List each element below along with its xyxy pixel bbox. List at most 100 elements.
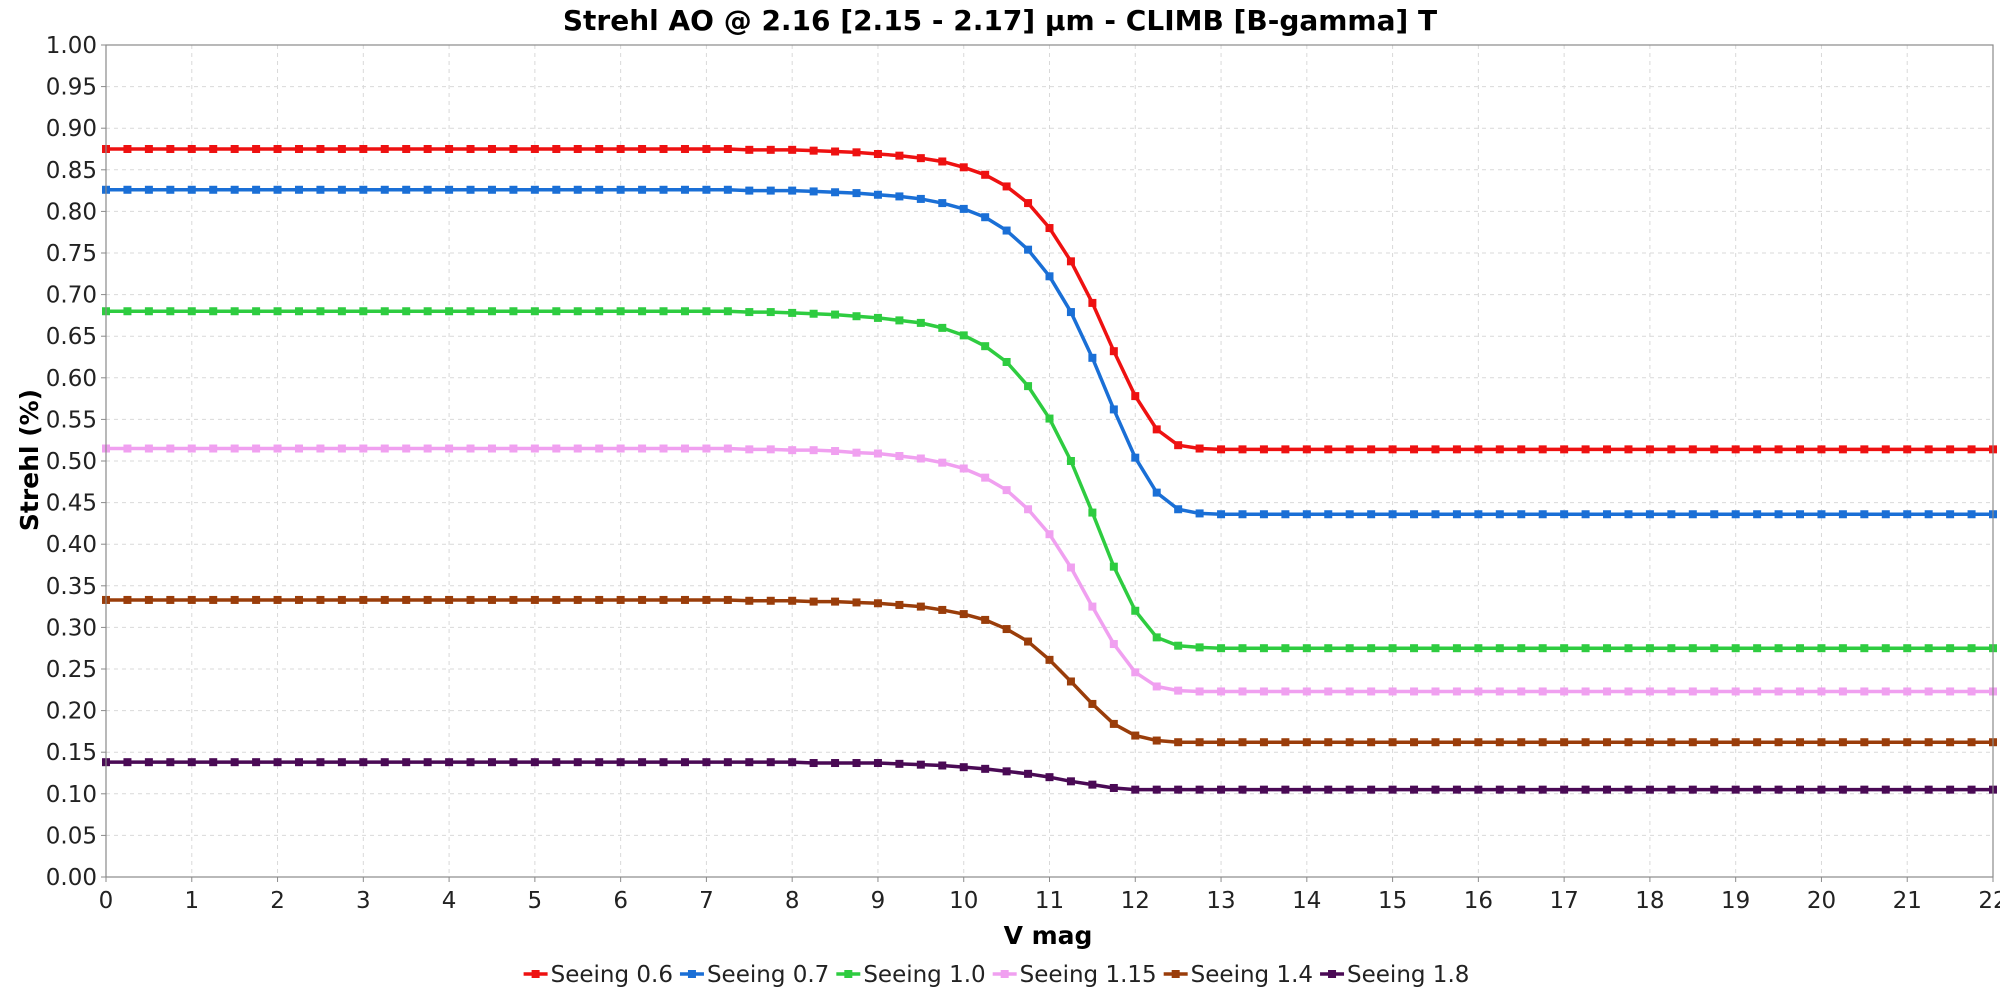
data-point xyxy=(316,758,325,767)
data-point xyxy=(1903,738,1912,747)
data-point xyxy=(1838,687,1847,696)
data-point xyxy=(1024,769,1033,778)
data-point xyxy=(852,598,861,607)
data-point xyxy=(1495,785,1504,794)
x-tick-label: 19 xyxy=(1721,888,1750,914)
data-point xyxy=(1452,738,1461,747)
data-point xyxy=(445,758,454,767)
data-point xyxy=(1302,510,1311,519)
data-point xyxy=(1538,445,1547,454)
data-point xyxy=(788,758,797,767)
data-point xyxy=(959,763,968,772)
legend-label: Seeing 1.15 xyxy=(1020,962,1157,988)
data-point xyxy=(702,145,711,153)
data-point xyxy=(1560,785,1569,794)
data-point xyxy=(294,307,303,316)
data-point xyxy=(809,759,818,768)
data-point xyxy=(1667,687,1676,696)
data-point xyxy=(1838,510,1847,519)
data-point xyxy=(487,185,496,194)
data-point xyxy=(1581,687,1590,696)
data-point xyxy=(144,307,153,316)
data-point xyxy=(1431,785,1440,794)
data-point xyxy=(1581,510,1590,519)
data-point xyxy=(1753,687,1762,696)
data-point xyxy=(1066,777,1075,786)
data-point xyxy=(530,185,539,194)
data-point xyxy=(337,185,346,194)
data-point xyxy=(1667,445,1676,454)
data-point xyxy=(766,596,775,605)
data-point xyxy=(466,444,475,453)
y-tick-label: 0.95 xyxy=(46,75,97,101)
data-point xyxy=(809,597,818,606)
data-point xyxy=(1045,414,1054,423)
data-point xyxy=(380,758,389,767)
data-point xyxy=(273,185,282,194)
data-point xyxy=(209,758,218,767)
data-point xyxy=(1002,226,1011,235)
data-point xyxy=(1088,780,1097,789)
data-point xyxy=(187,595,196,604)
data-point xyxy=(1281,785,1290,794)
data-point xyxy=(1410,738,1419,747)
x-tick-label: 10 xyxy=(949,888,978,914)
data-point xyxy=(423,307,432,316)
data-point xyxy=(252,758,261,767)
data-point xyxy=(1860,785,1869,794)
data-point xyxy=(252,444,261,453)
data-point xyxy=(552,595,561,604)
data-point xyxy=(1024,505,1033,514)
data-point xyxy=(209,595,218,604)
data-point xyxy=(852,312,861,321)
data-point xyxy=(1367,785,1376,794)
data-point xyxy=(402,758,411,767)
data-point xyxy=(1066,457,1075,465)
data-point xyxy=(873,190,882,199)
data-point xyxy=(1109,562,1118,571)
data-point xyxy=(788,308,797,317)
data-point xyxy=(916,602,925,611)
data-point xyxy=(1924,644,1933,653)
data-point xyxy=(1152,736,1161,745)
data-point xyxy=(680,444,689,453)
data-point xyxy=(1796,738,1805,747)
data-point xyxy=(1710,738,1719,747)
data-point xyxy=(1731,510,1740,519)
data-point xyxy=(1367,738,1376,747)
data-point xyxy=(873,313,882,322)
data-point xyxy=(337,595,346,604)
data-point xyxy=(1088,353,1097,362)
data-point xyxy=(230,185,239,194)
data-point xyxy=(252,185,261,194)
data-point xyxy=(1302,687,1311,696)
data-point xyxy=(873,149,882,158)
data-point xyxy=(1924,510,1933,519)
data-point xyxy=(1581,644,1590,653)
data-point xyxy=(166,444,175,453)
data-point xyxy=(144,444,153,453)
data-point xyxy=(1881,644,1890,653)
series-seeing-1-15 xyxy=(102,444,1997,696)
data-point xyxy=(1817,738,1826,747)
data-point xyxy=(466,758,475,767)
data-point xyxy=(723,307,732,316)
data-point xyxy=(1946,738,1955,747)
data-point xyxy=(337,444,346,453)
data-point xyxy=(1410,687,1419,696)
data-point xyxy=(659,185,668,194)
data-point xyxy=(230,444,239,453)
data-point xyxy=(1774,445,1783,454)
data-point xyxy=(1967,785,1976,794)
x-tick-label: 9 xyxy=(871,888,886,914)
data-point xyxy=(1109,719,1118,728)
data-point xyxy=(1645,510,1654,519)
legend-swatch-marker xyxy=(1171,970,1180,978)
data-point xyxy=(209,444,218,453)
data-point xyxy=(1688,687,1697,696)
data-point xyxy=(1495,510,1504,519)
y-tick-label: 0.70 xyxy=(46,283,97,309)
data-point xyxy=(1967,687,1976,696)
data-point xyxy=(144,758,153,767)
data-point xyxy=(1517,785,1526,794)
